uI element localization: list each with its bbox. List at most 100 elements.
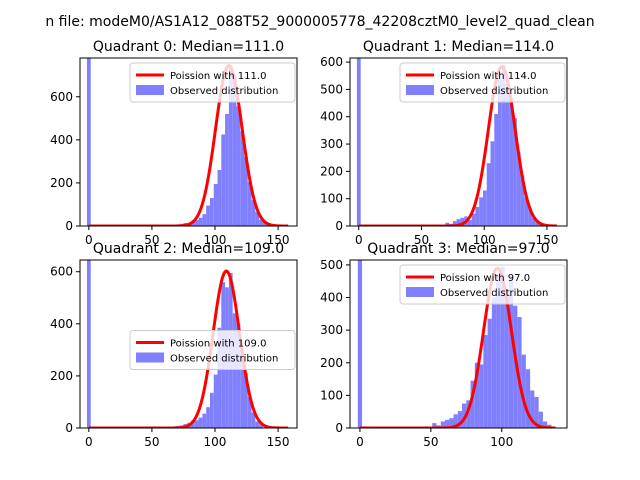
poisson-fit-line [88,64,289,226]
hist-bar [501,64,506,226]
hist-bar [483,335,488,428]
hist-bar [467,219,472,226]
y-tick-label: 100 [320,192,343,206]
hist-bar [194,420,199,428]
axes-frame [79,57,298,227]
subplot-title: Quadrant 3: Median=97.0 [367,241,549,257]
hist-bar [202,214,207,226]
hist-bar [232,313,237,428]
x-tick-label: 150 [267,233,290,247]
legend: Poission with 109.0 Observed distribution [129,330,296,370]
hist-bar [221,134,226,226]
hist-bar [259,424,263,428]
y-tick-label: 0 [335,421,343,435]
legend-frame [129,330,296,370]
hist-bar [232,75,237,226]
hist-bar [490,141,495,226]
y-tick-label: 200 [320,356,343,370]
legend-hist-label: Observed distribution [440,288,548,299]
hist-bar [504,290,509,428]
legend-hist-label: Observed distribution [440,86,548,97]
y-tick-label: 500 [320,82,343,96]
hist-bar [213,374,218,428]
hist-bar [535,221,540,226]
y-tick-label: 400 [50,317,73,331]
axes-frame [349,57,568,227]
x-tick-label: 0 [356,435,364,449]
poisson-fit-line [88,269,289,428]
hist-bar [262,221,267,226]
hist-bar [505,83,510,226]
hist-bar [508,274,514,428]
hist-bar-zero-bin [86,260,91,428]
x-tick-label: 50 [423,435,438,449]
subplot-quadrant-2: 0 50 100 150 0 200 400 600 Quadrant 2: Median=10… [50,241,298,449]
subplot-title: Quadrant 0: Median=111.0 [93,39,284,55]
y-tick-label: 200 [50,176,73,190]
hist-bar [542,421,548,428]
y-tick-label: 300 [320,137,343,151]
hist-bar [452,221,457,226]
hist-bar-zero-bin [356,58,361,226]
hist-bar-zero-bin [357,260,363,428]
x-tick-label: 0 [85,435,93,449]
poisson-fit-line [358,65,558,226]
subplot-grid: 0 50 100 150 0 200 400 600 Quadrant 0: Median=11… [50,39,568,449]
subplot-quadrant-0: 0 50 100 150 0 200 400 600 Quadrant 0: Median=11… [50,39,298,247]
legend-fit-label: Poission with 114.0 [440,71,536,82]
hist-bar [500,266,505,428]
hist-bar [528,208,532,226]
hist-bar [236,323,241,428]
y-tick-label: 600 [50,90,73,104]
hist-bar [513,118,517,226]
subplot-title: Quadrant 2: Median=109.0 [93,241,284,257]
hist-bar [479,197,483,226]
legend-hist-swatch [406,287,434,297]
x-tick-label: 150 [267,435,290,449]
hist-bar [516,152,521,226]
hist-bar [482,190,487,226]
hist-bar [524,197,529,226]
hist-bar [209,392,214,428]
hist-bar [520,175,525,226]
x-tick-label: 150 [535,233,558,247]
hist-bar [525,369,531,428]
hist-bar [486,163,491,226]
y-tick-label: 100 [320,388,343,402]
y-tick-label: 0 [335,219,343,233]
hist-bar [217,170,222,226]
x-tick-label: 100 [490,435,513,449]
legend-fit-label: Poission with 97.0 [440,273,530,284]
hist-bar-zero-bin [86,58,91,226]
subplot-title: Quadrant 1: Median=114.0 [363,39,554,55]
hist-bar [456,219,461,226]
y-tick-label: 600 [50,265,73,279]
hist-bar [474,362,480,428]
hist-bar [194,219,199,226]
legend-hist-swatch [136,352,164,363]
y-tick-label: 500 [320,258,343,272]
hist-bar [213,184,218,226]
legend-fit-label: Poission with 109.0 [170,339,266,350]
legend-frame [399,264,566,305]
x-tick-label: 50 [144,233,159,247]
x-tick-label: 100 [473,233,496,247]
hist-bar [521,354,526,428]
y-tick-label: 400 [50,133,73,147]
hist-bar [255,212,260,226]
subplot-quadrant-3: 0 50 100 0 100 200 300 400 500 Quadrant 3: Median… [320,241,568,449]
hist-bar [479,364,484,428]
hist-bar [498,78,502,226]
hist-bar [202,413,207,428]
hist-bar [191,420,195,428]
hist-bar [491,297,497,428]
poisson-fit-line [359,266,556,428]
hist-bar [209,198,214,226]
hist-bar [496,274,501,428]
hist-bar [225,114,229,226]
y-tick-label: 0 [65,219,73,233]
subplot-quadrant-1: 0 50 100 150 0 100 200 300 400 500 600 Quadrant 1: … [320,39,568,247]
hist-bar [449,418,454,428]
hist-bar [251,412,256,428]
